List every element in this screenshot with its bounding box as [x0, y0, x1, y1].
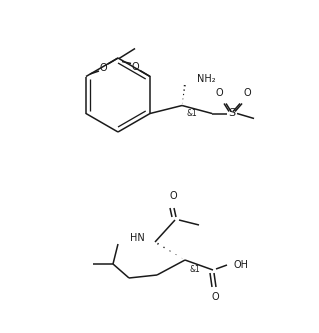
Text: &1: &1 — [186, 109, 197, 118]
Text: &1: &1 — [190, 265, 201, 274]
Text: S: S — [228, 109, 236, 119]
Text: HN: HN — [130, 233, 145, 243]
Text: O: O — [169, 191, 177, 201]
Text: O: O — [131, 62, 139, 72]
Text: O: O — [99, 63, 107, 73]
Text: O: O — [211, 292, 219, 302]
Text: O: O — [215, 88, 223, 98]
Text: NH₂: NH₂ — [197, 75, 216, 85]
Text: O: O — [243, 88, 251, 98]
Text: OH: OH — [233, 260, 248, 270]
